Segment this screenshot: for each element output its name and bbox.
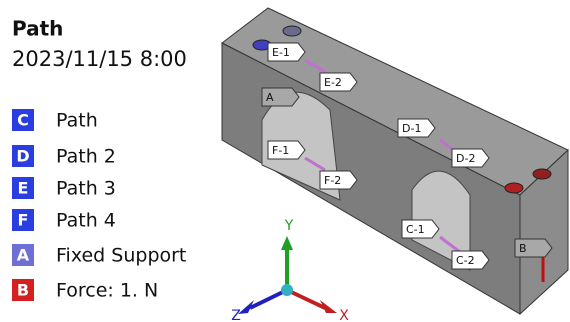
y-head	[281, 236, 293, 250]
legend-label: Path 2	[56, 146, 116, 168]
legend-letter: F	[18, 211, 29, 230]
tag-label: E-2	[324, 76, 342, 89]
tag-label: C-2	[456, 254, 475, 267]
date: 2023/11/15 8:00	[12, 47, 187, 71]
legend-label: Force: 1. N	[56, 280, 158, 302]
tag-label: A	[266, 91, 274, 104]
legend-letter: C	[17, 111, 29, 130]
legend-letter: D	[16, 147, 29, 166]
tag-label: F-2	[324, 174, 341, 187]
triad: Y X Z	[231, 218, 349, 322]
title: Path	[12, 17, 63, 41]
tag-label: B	[519, 242, 527, 255]
axis-label: Y	[284, 218, 294, 234]
tag-label: F-1	[272, 144, 289, 157]
z-axis	[250, 290, 287, 308]
legend-letter: E	[18, 179, 29, 198]
legend-letter: A	[17, 246, 30, 265]
axis-label: Z	[231, 308, 241, 322]
viewport: Path 2023/11/15 8:00 Y X Z C Path D Path 2 E…	[0, 0, 570, 322]
tag-label: E-1	[272, 46, 290, 59]
legend-label: Path 4	[56, 210, 116, 232]
x-axis	[287, 290, 325, 308]
legend-label: Path	[56, 110, 98, 132]
tag-label: C-1	[406, 223, 425, 236]
tag-label: D-1	[402, 122, 421, 135]
origin	[281, 284, 293, 296]
hole	[533, 169, 551, 179]
hole	[283, 26, 301, 36]
axis-label: X	[339, 308, 349, 322]
tag-label: D-2	[456, 152, 475, 165]
hole	[505, 183, 523, 193]
legend-label: Fixed Support	[56, 245, 186, 267]
legend-letter: B	[17, 281, 29, 300]
legend-label: Path 3	[56, 178, 116, 200]
